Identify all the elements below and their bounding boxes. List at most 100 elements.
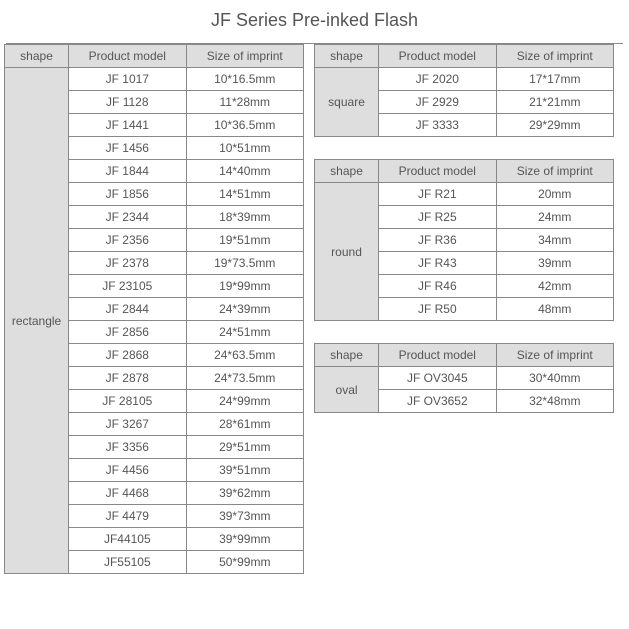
header-size: Size of imprint bbox=[186, 45, 303, 68]
rectangle-table: shape Product model Size of imprint rect… bbox=[4, 44, 304, 574]
model-cell: JF R21 bbox=[379, 183, 496, 206]
model-cell: JF 2868 bbox=[69, 344, 186, 367]
oval-table-body: ovalJF OV304530*40mmJF OV365232*48mm bbox=[315, 367, 614, 413]
model-cell: JF 1844 bbox=[69, 160, 186, 183]
model-cell: JF 1441 bbox=[69, 114, 186, 137]
size-cell: 24*63.5mm bbox=[186, 344, 303, 367]
model-cell: JF 1456 bbox=[69, 137, 186, 160]
page: JF Series Pre-inked Flash shape Product … bbox=[0, 0, 629, 594]
size-cell: 24*99mm bbox=[186, 390, 303, 413]
size-cell: 30*40mm bbox=[496, 367, 613, 390]
model-cell: JF 4479 bbox=[69, 505, 186, 528]
model-cell: JF 23105 bbox=[69, 275, 186, 298]
model-cell: JF OV3652 bbox=[379, 390, 496, 413]
size-cell: 42mm bbox=[496, 275, 613, 298]
table-gap bbox=[314, 137, 614, 159]
size-cell: 34mm bbox=[496, 229, 613, 252]
size-cell: 29*29mm bbox=[496, 114, 613, 137]
square-table: shape Product model Size of imprint squa… bbox=[314, 44, 614, 137]
rectangle-table-head: shape Product model Size of imprint bbox=[5, 45, 304, 68]
header-size: Size of imprint bbox=[496, 160, 613, 183]
header-shape: shape bbox=[315, 344, 379, 367]
model-cell: JF55105 bbox=[69, 551, 186, 574]
header-model: Product model bbox=[69, 45, 186, 68]
size-cell: 28*61mm bbox=[186, 413, 303, 436]
table-row: roundJF R2120mm bbox=[315, 183, 614, 206]
model-cell: JF 1128 bbox=[69, 91, 186, 114]
size-cell: 29*51mm bbox=[186, 436, 303, 459]
size-cell: 18*39mm bbox=[186, 206, 303, 229]
model-cell: JF 2878 bbox=[69, 367, 186, 390]
size-cell: 50*99mm bbox=[186, 551, 303, 574]
model-cell: JF 4468 bbox=[69, 482, 186, 505]
size-cell: 10*36.5mm bbox=[186, 114, 303, 137]
header-size: Size of imprint bbox=[496, 45, 613, 68]
size-cell: 19*99mm bbox=[186, 275, 303, 298]
model-cell: JF 2929 bbox=[379, 91, 496, 114]
round-table-head: shape Product model Size of imprint bbox=[315, 160, 614, 183]
header-size: Size of imprint bbox=[496, 344, 613, 367]
size-cell: 24mm bbox=[496, 206, 613, 229]
shape-cell: oval bbox=[315, 367, 379, 413]
model-cell: JF 2344 bbox=[69, 206, 186, 229]
oval-table: shape Product model Size of imprint oval… bbox=[314, 343, 614, 413]
size-cell: 39*73mm bbox=[186, 505, 303, 528]
size-cell: 39*51mm bbox=[186, 459, 303, 482]
size-cell: 20mm bbox=[496, 183, 613, 206]
size-cell: 39mm bbox=[496, 252, 613, 275]
rectangle-table-body: rectangleJF 101710*16.5mmJF 112811*28mmJ… bbox=[5, 68, 304, 574]
size-cell: 24*51mm bbox=[186, 321, 303, 344]
round-table: shape Product model Size of imprint roun… bbox=[314, 159, 614, 321]
size-cell: 48mm bbox=[496, 298, 613, 321]
model-cell: JF R36 bbox=[379, 229, 496, 252]
model-cell: JF44105 bbox=[69, 528, 186, 551]
table-row: ovalJF OV304530*40mm bbox=[315, 367, 614, 390]
model-cell: JF OV3045 bbox=[379, 367, 496, 390]
model-cell: JF 3267 bbox=[69, 413, 186, 436]
header-shape: shape bbox=[5, 45, 69, 68]
model-cell: JF 2378 bbox=[69, 252, 186, 275]
model-cell: JF 1856 bbox=[69, 183, 186, 206]
model-cell: JF 2856 bbox=[69, 321, 186, 344]
header-model: Product model bbox=[379, 45, 496, 68]
size-cell: 14*51mm bbox=[186, 183, 303, 206]
model-cell: JF 1017 bbox=[69, 68, 186, 91]
model-cell: JF 3356 bbox=[69, 436, 186, 459]
square-table-body: squareJF 202017*17mmJF 292921*21mmJF 333… bbox=[315, 68, 614, 137]
shape-cell: round bbox=[315, 183, 379, 321]
table-row: squareJF 202017*17mm bbox=[315, 68, 614, 91]
model-cell: JF R46 bbox=[379, 275, 496, 298]
size-cell: 32*48mm bbox=[496, 390, 613, 413]
size-cell: 19*73.5mm bbox=[186, 252, 303, 275]
right-column: shape Product model Size of imprint squa… bbox=[314, 44, 614, 574]
content-area: shape Product model Size of imprint rect… bbox=[4, 44, 625, 574]
shape-cell: rectangle bbox=[5, 68, 69, 574]
size-cell: 39*62mm bbox=[186, 482, 303, 505]
model-cell: JF 28105 bbox=[69, 390, 186, 413]
model-cell: JF R25 bbox=[379, 206, 496, 229]
model-cell: JF 3333 bbox=[379, 114, 496, 137]
header-model: Product model bbox=[379, 344, 496, 367]
round-table-body: roundJF R2120mmJF R2524mmJF R3634mmJF R4… bbox=[315, 183, 614, 321]
page-title: JF Series Pre-inked Flash bbox=[6, 2, 623, 44]
size-cell: 10*51mm bbox=[186, 137, 303, 160]
header-model: Product model bbox=[379, 160, 496, 183]
table-gap bbox=[314, 321, 614, 343]
size-cell: 24*39mm bbox=[186, 298, 303, 321]
size-cell: 21*21mm bbox=[496, 91, 613, 114]
model-cell: JF R43 bbox=[379, 252, 496, 275]
model-cell: JF 4456 bbox=[69, 459, 186, 482]
size-cell: 14*40mm bbox=[186, 160, 303, 183]
size-cell: 39*99mm bbox=[186, 528, 303, 551]
model-cell: JF 2356 bbox=[69, 229, 186, 252]
square-table-head: shape Product model Size of imprint bbox=[315, 45, 614, 68]
size-cell: 11*28mm bbox=[186, 91, 303, 114]
model-cell: JF 2020 bbox=[379, 68, 496, 91]
header-shape: shape bbox=[315, 160, 379, 183]
header-shape: shape bbox=[315, 45, 379, 68]
size-cell: 19*51mm bbox=[186, 229, 303, 252]
size-cell: 10*16.5mm bbox=[186, 68, 303, 91]
shape-cell: square bbox=[315, 68, 379, 137]
oval-table-head: shape Product model Size of imprint bbox=[315, 344, 614, 367]
left-column: shape Product model Size of imprint rect… bbox=[4, 44, 304, 574]
